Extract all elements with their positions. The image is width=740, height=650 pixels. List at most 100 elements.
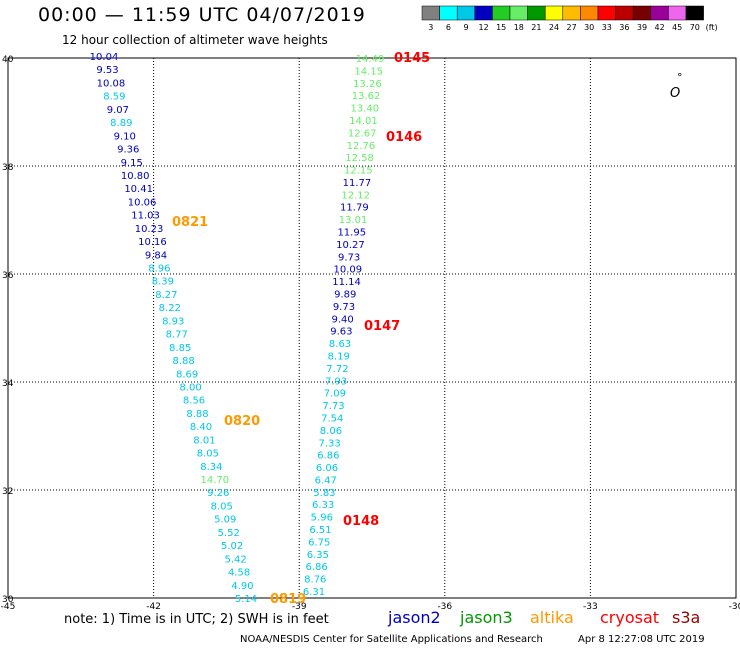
pass-time-label: 0819 [270,592,306,607]
y-tick-label: 30 [2,595,14,605]
scale-label: 27 [567,23,577,32]
x-tick-label: -30 [729,602,740,612]
swh-reading-right: 8.06 [320,426,342,437]
swh-reading-right: 14.49 [356,54,385,65]
scale-swatch [668,5,687,21]
swh-reading-right: 8.63 [329,339,351,350]
swh-reading-left: 8.59 [103,92,125,103]
swh-reading-left: 4.90 [231,581,253,592]
swh-reading-left: 8.40 [190,422,212,433]
legend-jason3: jason3 [460,608,513,627]
swh-reading-right: 12.15 [344,166,373,177]
scale-label: 70 [690,23,700,32]
legend-cryosat: cryosat [600,608,660,627]
swh-reading-left: 8.01 [193,435,215,446]
scale-label: 9 [463,23,468,32]
scale-swatch [492,5,511,21]
x-tick-label: -36 [437,602,452,612]
swh-reading-left: 8.85 [169,343,191,354]
swh-reading-right: 9.73 [338,252,360,263]
swh-reading-left: 5.02 [221,541,243,552]
swh-reading-left: 9.26 [207,488,229,499]
swh-reading-left: 9.10 [114,131,136,142]
swh-reading-left: 8.96 [148,264,170,275]
pass-time-label: 0147 [364,319,400,334]
swh-reading-right: 7.09 [324,389,346,400]
swh-reading-right: 9.63 [330,327,352,338]
swh-reading-left: 9.15 [121,158,143,169]
swh-reading-right: 7.33 [318,438,340,449]
swh-reading-right: 14.15 [354,66,383,77]
swh-reading-right: 8.19 [328,351,350,362]
scale-label: 45 [672,23,682,32]
scale-label: 36 [619,23,629,32]
swh-reading-right: 10.09 [334,265,363,276]
y-tick-label: 34 [2,379,14,389]
swh-reading-left: 10.04 [90,52,119,63]
swh-reading-right: 13.01 [339,215,368,226]
pass-time-label: 0146 [386,130,422,145]
swh-reading-left: 4.58 [228,568,250,579]
swh-reading-right: 13.40 [350,104,379,115]
swh-reading-left: 8.05 [211,501,233,512]
scale-swatch [544,5,564,21]
swh-reading-right: 7.72 [326,364,348,375]
swh-reading-left: 8.89 [110,118,132,129]
swh-reading-right: 6.86 [305,562,327,573]
swh-reading-right: 7.93 [325,376,347,387]
swh-reading-left: 11.03 [131,211,160,222]
swh-reading-left: 10.80 [121,171,150,182]
swh-reading-right: 13.26 [353,79,382,90]
scale-label: 33 [602,23,612,32]
swh-reading-left: 8.00 [179,382,201,393]
island-mark: O [670,86,680,101]
scale-swatch [597,5,616,21]
swh-reading-left: 9.84 [145,250,167,261]
swh-reading-right: 8.76 [304,575,326,586]
swh-reading-right: 11.14 [332,277,361,288]
legend-jason2: jason2 [388,608,441,627]
x-tick-label: -45 [1,602,16,612]
scale-swatch [456,5,476,21]
swh-reading-right: 6.33 [312,500,334,511]
swh-reading-right: 12.58 [345,153,374,164]
swh-reading-right: 6.06 [316,463,338,474]
swh-reading-left: 14.70 [201,475,230,486]
swh-reading-left: 8.22 [159,303,181,314]
swh-reading-right: 9.40 [332,314,354,325]
swh-reading-left: 9.36 [117,145,139,156]
x-tick-label: -39 [292,602,307,612]
swh-reading-right: 9.73 [333,302,355,313]
pass-time-label: 0148 [343,514,379,529]
swh-reading-right: 11.77 [343,178,372,189]
swh-reading-right: 7.73 [322,401,344,412]
swh-reading-right: 11.79 [340,203,369,214]
swh-reading-left: 10.23 [135,224,164,235]
scale-swatch [527,5,546,21]
x-tick-label: -33 [583,602,598,612]
scale-label: 21 [531,23,541,32]
scale-swatch [615,5,634,21]
swh-reading-right: 12.12 [341,190,370,201]
legend-altika: altika [530,608,574,627]
scale-label: 15 [496,23,506,32]
scale-label: 39 [637,23,647,32]
y-tick-label: 36 [2,271,14,281]
page-title: 00:00 — 11:59 UTC 04/07/2019 [38,4,366,26]
plot-frame [7,57,737,599]
scale-label: 3 [428,23,433,32]
y-tick-label: 38 [2,163,14,173]
swh-reading-right: 6.86 [317,451,339,462]
credit-text: NOAA/NESDIS Center for Satellite Applica… [240,634,543,645]
scale-swatch [439,5,458,21]
swh-reading-left: 8.93 [162,316,184,327]
x-tick-label: -42 [146,602,161,612]
y-tick-label: 40 [2,55,14,65]
swh-reading-left: 8.05 [197,449,219,460]
swh-reading-right: 6.35 [307,550,329,561]
swh-reading-left: 8.69 [176,369,198,380]
y-tick-label: 32 [2,487,13,497]
swh-reading-right: 5.96 [311,513,333,524]
